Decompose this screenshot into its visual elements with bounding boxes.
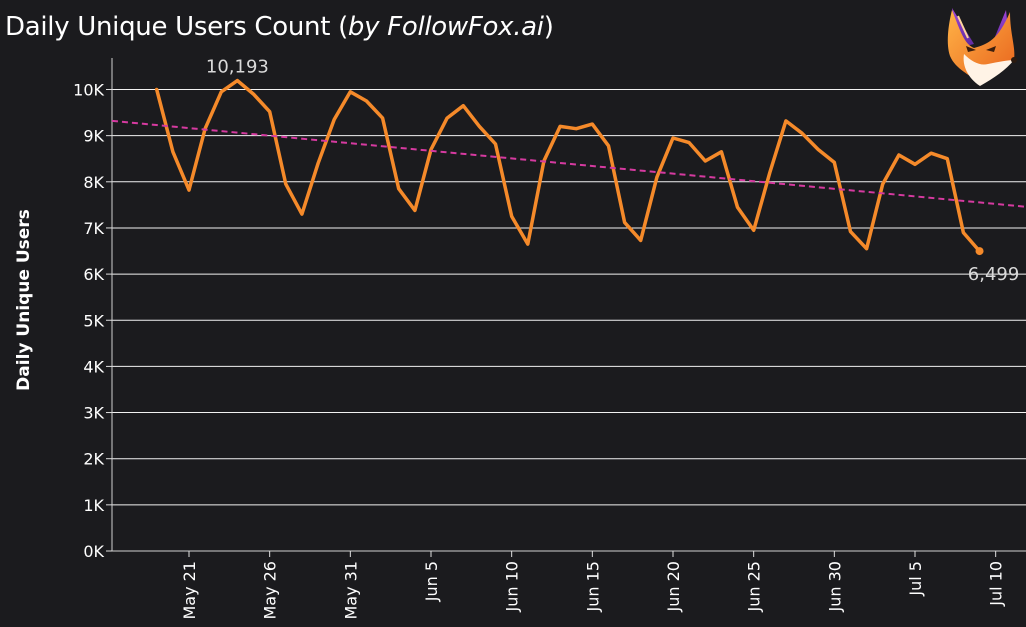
x-tick-label: Jul 5 (906, 561, 925, 597)
y-tick-label: 10K (73, 81, 104, 100)
y-tick-label: 6K (83, 265, 104, 284)
x-tick-label: Jul 10 (987, 561, 1006, 607)
x-tick-label: May 31 (341, 561, 360, 620)
annotations: 10,193 6,499 (206, 57, 1019, 285)
y-axis-ticks: 0K 1K 2K 3K 4K 5K 6K 7K 8K 9K 10K (73, 81, 112, 561)
x-tick-label: May 26 (261, 561, 280, 620)
peak-value-label: 10,193 (206, 57, 269, 78)
axes (111, 58, 1026, 552)
series (111, 78, 1026, 256)
y-tick-label: 8K (83, 173, 104, 192)
y-tick-label: 5K (83, 311, 104, 330)
y-axis-label: Daily Unique Users (14, 209, 34, 391)
x-tick-label: Jun 10 (503, 561, 522, 612)
chart-title-close: ) (543, 12, 554, 42)
last-point-marker (975, 247, 984, 256)
chart-title-brand: by FollowFox.ai (347, 12, 544, 42)
fox-logo-icon (947, 8, 1017, 86)
y-tick-label: 4K (83, 357, 104, 376)
grid-lines (112, 89, 1026, 506)
x-tick-label: Jun 5 (422, 561, 441, 602)
y-tick-label: 3K (83, 404, 104, 423)
x-tick-label: Jun 15 (583, 561, 602, 612)
chart-title: Daily Unique Users Count (by FollowFox.a… (5, 9, 554, 45)
trend-line (111, 119, 1026, 208)
y-tick-label: 9K (83, 127, 104, 146)
x-tick-label: Jun 30 (825, 561, 844, 612)
x-tick-label: Jun 25 (745, 561, 764, 612)
x-axis-ticks: May 21 May 26 May 31 Jun 5 Jun 10 Jun 15 Jun 2… (180, 551, 1006, 620)
x-tick-label: Jun 20 (664, 561, 683, 612)
y-tick-label: 1K (83, 496, 104, 515)
chart-title-main: Daily Unique Users Count ( (5, 12, 348, 42)
y-tick-label: 7K (83, 219, 104, 238)
series-line (154, 78, 982, 253)
y-tick-label: 2K (83, 450, 104, 469)
y-tick-label: 0K (83, 542, 104, 561)
x-tick-label: May 21 (180, 561, 199, 620)
last-value-label: 6,499 (968, 264, 1020, 285)
